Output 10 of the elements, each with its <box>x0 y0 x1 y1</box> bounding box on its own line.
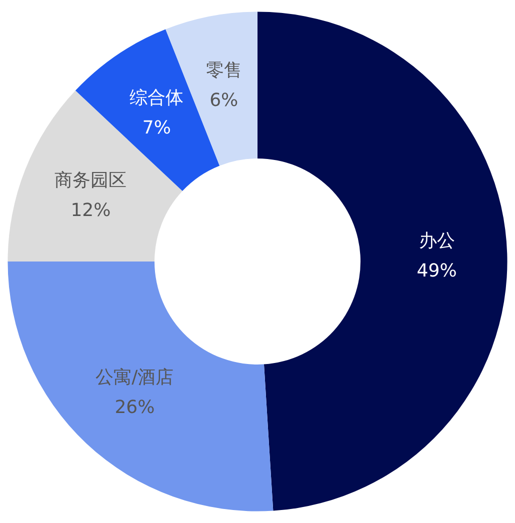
slice-label: 商务园区 <box>54 170 127 191</box>
data-label: 26% <box>114 396 155 418</box>
slice-label: 零售 <box>206 60 242 81</box>
data-label: 49% <box>416 260 457 282</box>
data-label: 6% <box>210 90 238 111</box>
slice-label: 综合体 <box>130 88 184 109</box>
data-label: 12% <box>70 200 111 221</box>
data-label: 7% <box>142 118 171 139</box>
slice-label: 办公 <box>418 230 455 252</box>
slice-label: 公寓/酒店 <box>96 366 174 388</box>
